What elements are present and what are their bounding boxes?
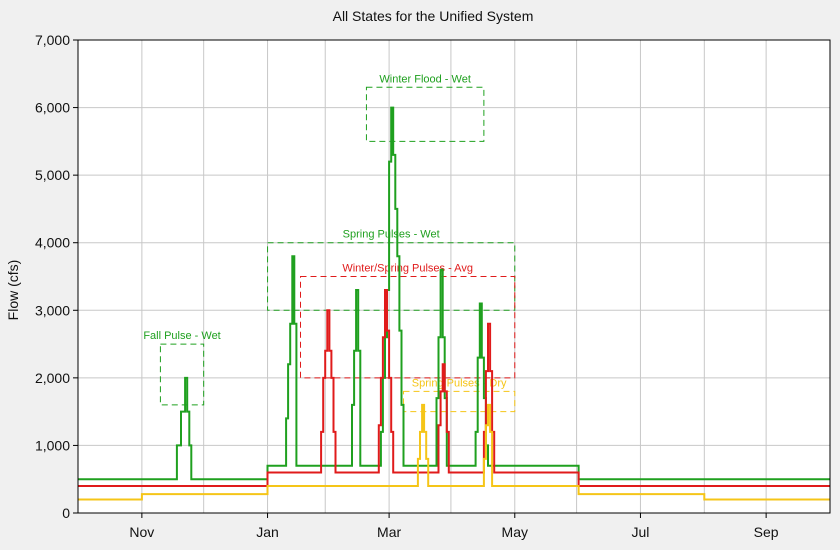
y-axis: 0 1,000 2,000 3,000 4,000 5,000 6,000 7,000 bbox=[35, 32, 78, 521]
annotation-box bbox=[403, 390, 516, 413]
y-tick-label: 6,000 bbox=[35, 100, 70, 116]
x-tick-label: Mar bbox=[377, 524, 401, 540]
y-tick-label: 3,000 bbox=[35, 302, 70, 318]
plot-border bbox=[77, 39, 831, 514]
series-line-avg bbox=[78, 289, 830, 487]
annotation-label: Winter/Spring Pulses - Avg bbox=[342, 263, 473, 275]
series-line-dry bbox=[78, 403, 830, 501]
chart-title: All States for the Unified System bbox=[333, 8, 534, 24]
x-tick-label: May bbox=[502, 524, 528, 540]
x-tick-label: Jan bbox=[256, 524, 279, 540]
annotation-box bbox=[300, 276, 516, 379]
x-axis: Nov Jan Mar May Jul Sep bbox=[129, 513, 779, 540]
annotation-label: Spring Pulses - Wet bbox=[343, 229, 440, 241]
y-tick-label: 2,000 bbox=[35, 370, 70, 386]
y-tick-label: 5,000 bbox=[35, 167, 70, 183]
x-tick-label: Sep bbox=[754, 524, 779, 540]
x-tick-label: Jul bbox=[632, 524, 650, 540]
series-line-wet bbox=[78, 106, 830, 481]
annotation-box bbox=[365, 86, 485, 142]
y-axis-title: Flow (cfs) bbox=[5, 260, 21, 321]
annotation-label: Fall Pulse - Wet bbox=[143, 330, 220, 342]
annotation-label: Winter Flood - Wet bbox=[379, 73, 471, 85]
series-lines bbox=[78, 106, 830, 501]
y-tick-label: 7,000 bbox=[35, 32, 70, 48]
x-tick-label: Nov bbox=[129, 524, 154, 540]
y-tick-label: 1,000 bbox=[35, 437, 70, 453]
y-tick-label: 4,000 bbox=[35, 235, 70, 251]
annotation-box bbox=[159, 343, 205, 406]
y-tick-label: 0 bbox=[62, 505, 70, 521]
